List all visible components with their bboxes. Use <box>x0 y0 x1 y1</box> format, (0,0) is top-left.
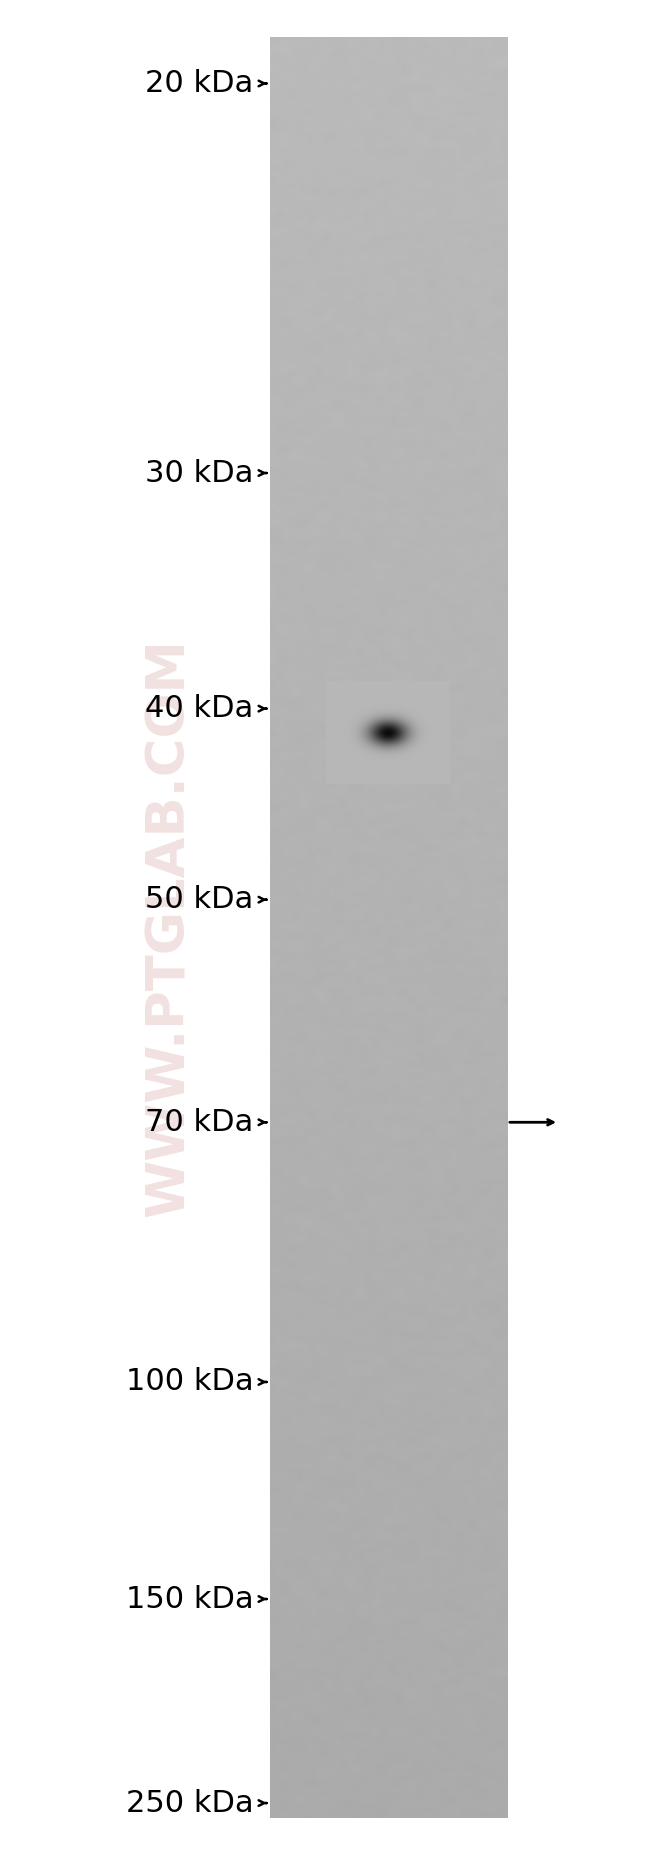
Text: 50 kDa: 50 kDa <box>145 885 254 915</box>
Text: 40 kDa: 40 kDa <box>145 694 254 723</box>
Text: 150 kDa: 150 kDa <box>126 1584 254 1614</box>
Text: 70 kDa: 70 kDa <box>145 1107 254 1137</box>
Text: 100 kDa: 100 kDa <box>126 1367 254 1397</box>
Text: 30 kDa: 30 kDa <box>145 458 254 488</box>
Text: 20 kDa: 20 kDa <box>145 69 254 98</box>
Text: 250 kDa: 250 kDa <box>126 1788 254 1818</box>
Text: WWW.PTGLAB.COM: WWW.PTGLAB.COM <box>143 638 195 1217</box>
